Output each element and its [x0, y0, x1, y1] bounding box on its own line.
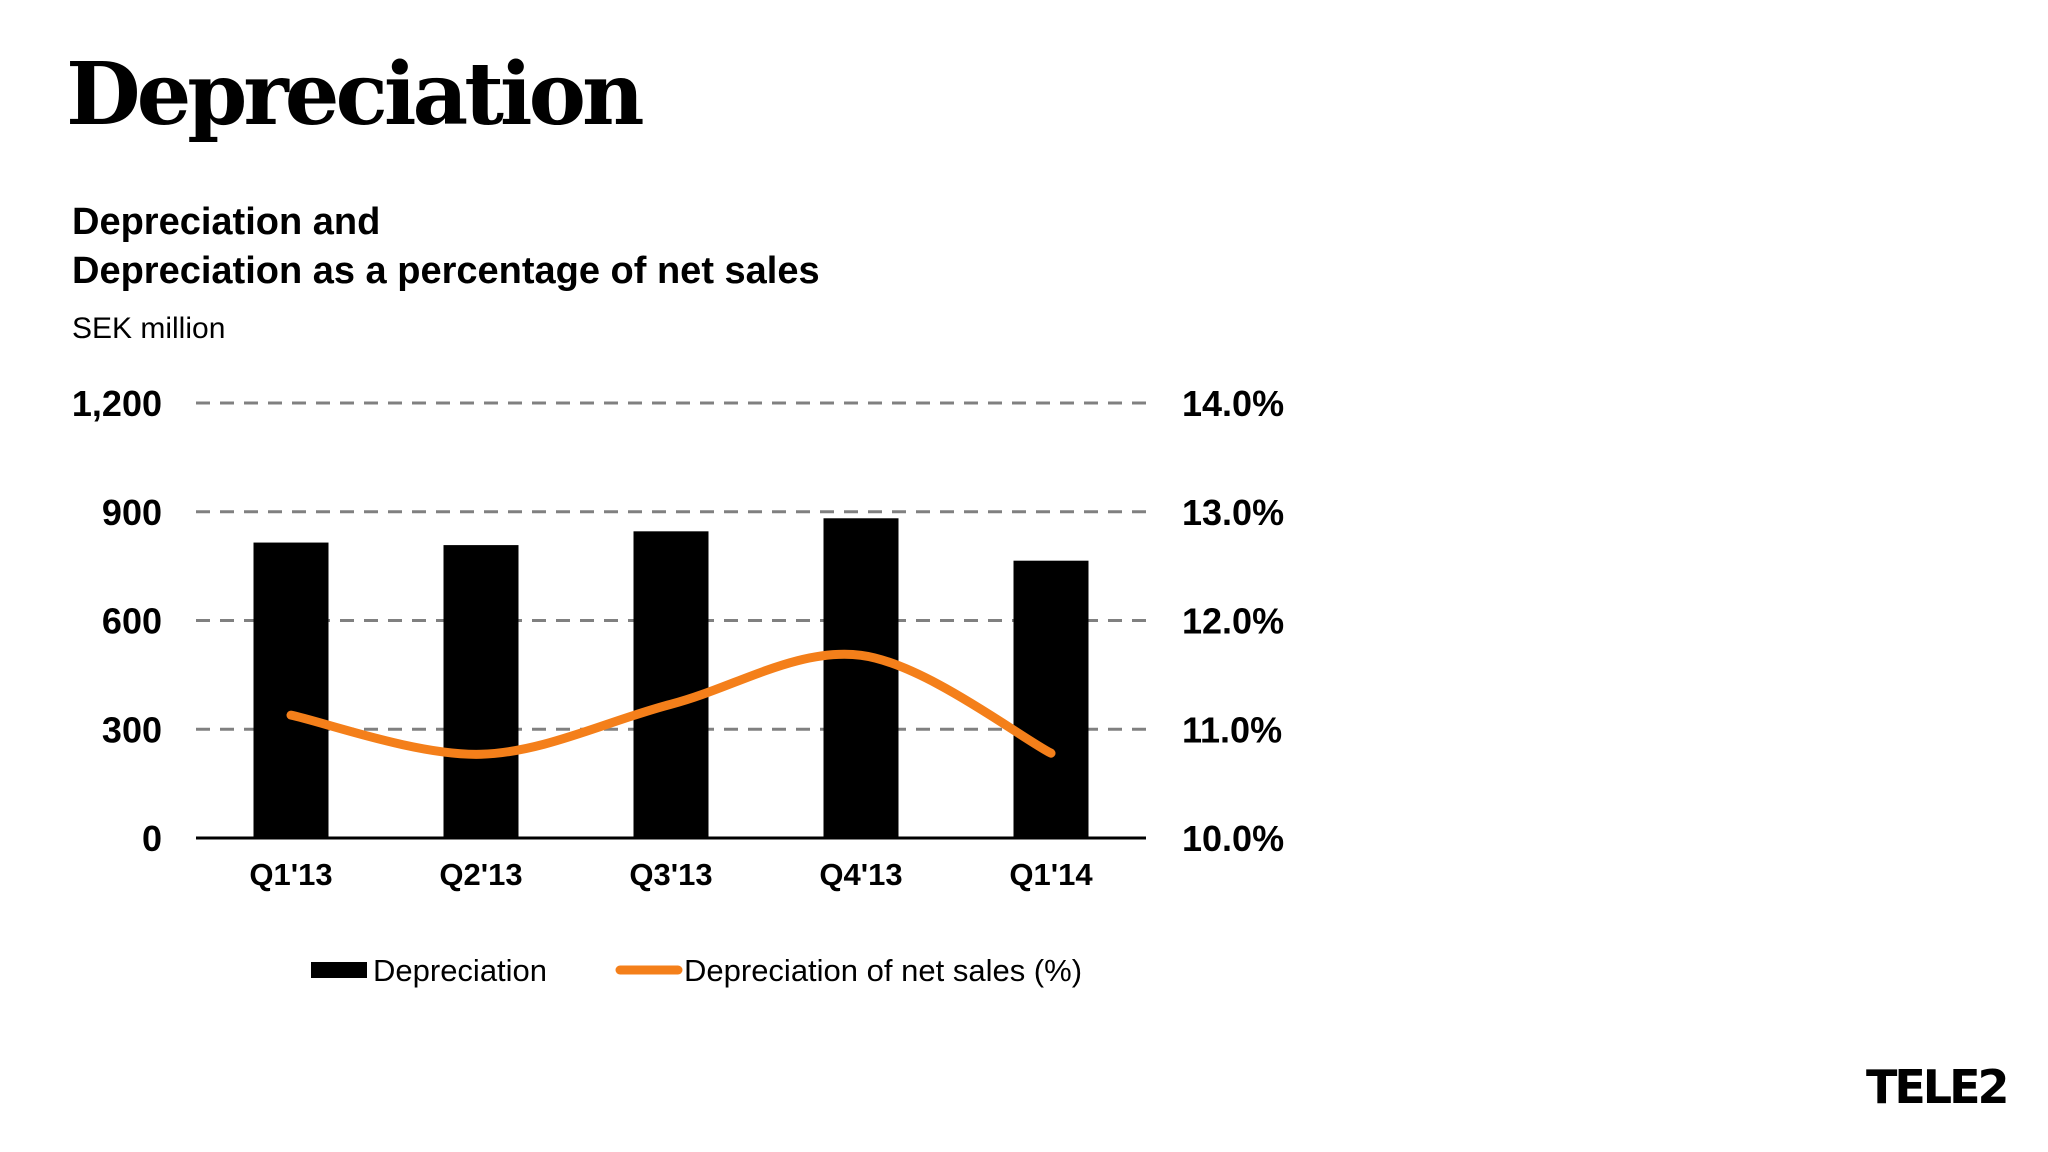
- logo-text: TELE2: [1866, 1060, 2010, 1114]
- y-right-tick-label: 12.0%: [1182, 601, 1284, 642]
- y-left-tick-label: 300: [102, 709, 162, 750]
- x-tick-label: Q1'13: [249, 857, 332, 892]
- bar-depreciation: [633, 531, 709, 838]
- y-left-tick-label: 1,200: [72, 383, 162, 424]
- subtitle-line-1: Depreciation and: [72, 201, 381, 243]
- bar-depreciation: [443, 545, 519, 838]
- subtitle-line-2: Depreciation as a percentage of net sale…: [72, 250, 820, 292]
- y-right-tick-label: 10.0%: [1182, 818, 1284, 859]
- bar-depreciation: [1013, 560, 1089, 838]
- unit-label: SEK million: [72, 312, 226, 345]
- y-right-tick-label: 11.0%: [1182, 709, 1282, 750]
- bar-series: [253, 518, 1089, 838]
- tele2-logo: TELE2: [1866, 1064, 2010, 1110]
- x-tick-label: Q2'13: [439, 857, 522, 892]
- legend-swatch-bar: [311, 962, 367, 978]
- y-left-tick-label: 600: [102, 601, 162, 642]
- axes: 0 300 600 900 1,200 10.0% 11.0% 12.0% 13.0% 14.0%…: [72, 383, 1284, 892]
- bar-depreciation: [253, 542, 329, 838]
- x-tick-label: Q3'13: [629, 857, 712, 892]
- y-right-tick-label: 13.0%: [1182, 492, 1284, 533]
- y-left-tick-label: 900: [102, 492, 162, 533]
- x-tick-label: Q4'13: [819, 857, 902, 892]
- chart-legend: Depreciation Depreciation of net sales (%…: [311, 953, 1082, 988]
- y-right-tick-label: 14.0%: [1182, 383, 1284, 424]
- chart-subtitle: Depreciation and Depreciation as a perce…: [72, 198, 820, 296]
- x-tick-label: Q1'14: [1009, 857, 1093, 892]
- slide-title: Depreciation: [66, 44, 644, 145]
- bar-depreciation: [823, 518, 899, 838]
- y-left-tick-label: 0: [142, 818, 162, 859]
- legend-label-pct: Depreciation of net sales (%): [684, 953, 1082, 988]
- legend-label-depreciation: Depreciation: [373, 953, 547, 988]
- line-series: [286, 649, 1056, 759]
- depreciation-chart: 0 300 600 900 1,200 10.0% 11.0% 12.0% 13.0% 14.0%…: [72, 383, 1284, 988]
